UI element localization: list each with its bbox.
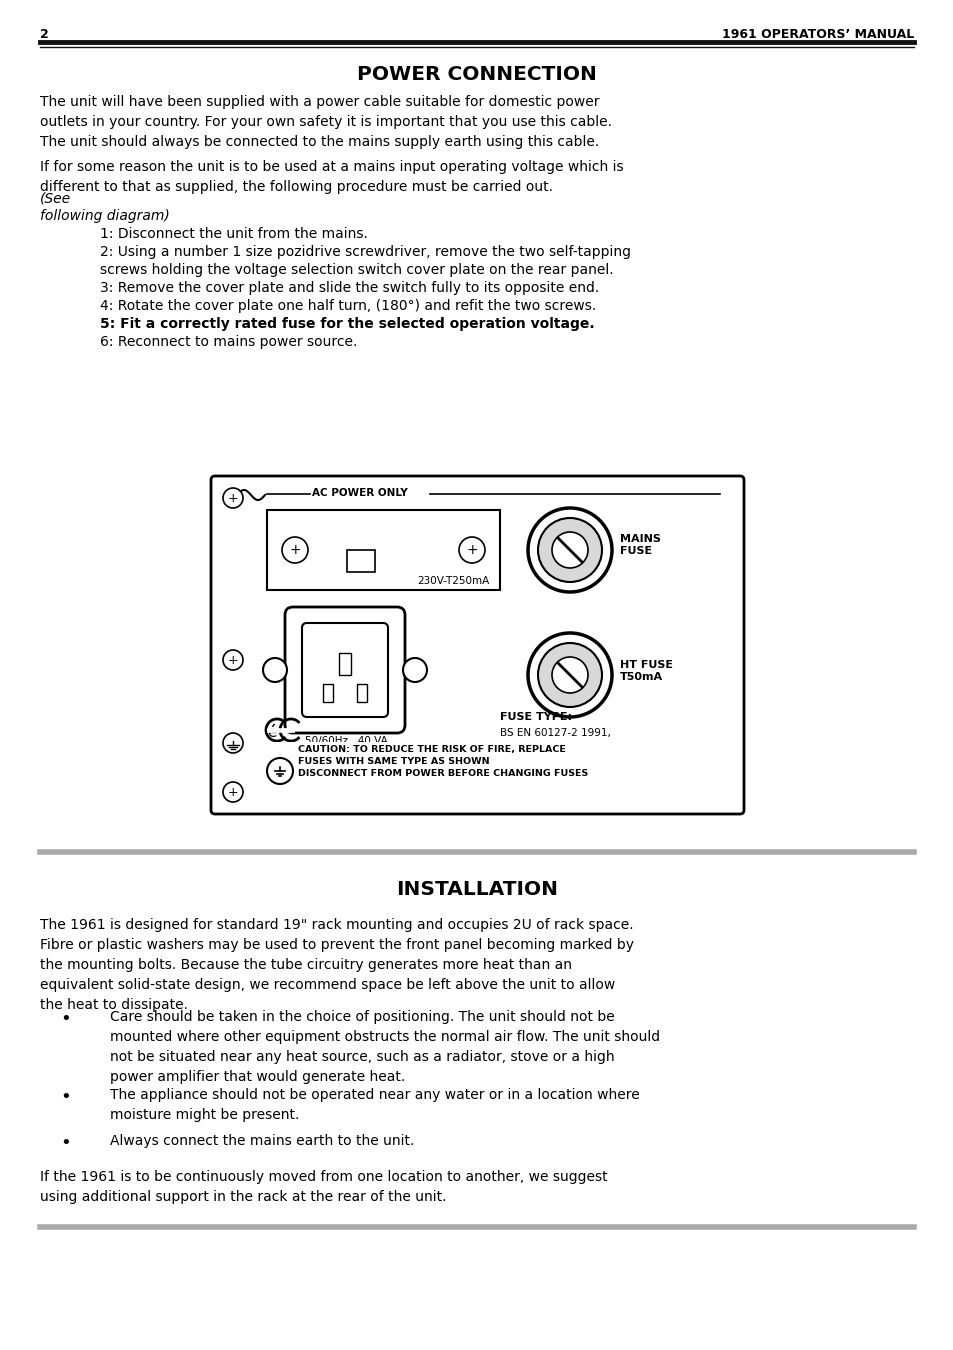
Text: The unit will have been supplied with a power cable suitable for domestic power
: The unit will have been supplied with a … (40, 95, 612, 148)
Text: MAINS
FUSE: MAINS FUSE (619, 533, 660, 556)
Bar (338, 653, 351, 675)
Text: 2: Using a number 1 size pozidrive screwdriver, remove the two self-tapping: 2: Using a number 1 size pozidrive screw… (100, 244, 630, 259)
Text: AC POWER ONLY: AC POWER ONLY (312, 487, 407, 498)
Bar (267, 510, 499, 590)
Text: SHEET III 20mm X 5mm: SHEET III 20mm X 5mm (499, 743, 622, 753)
Text: 50/60Hz   40 VA: 50/60Hz 40 VA (305, 736, 387, 747)
Text: +: + (228, 653, 238, 667)
Text: 5: Fit a correctly rated fuse for the selected operation voltage.: 5: Fit a correctly rated fuse for the se… (100, 317, 594, 331)
Text: 230V-T250mA: 230V-T250mA (417, 576, 490, 586)
Text: Always connect the mains earth to the unit.: Always connect the mains earth to the un… (110, 1134, 414, 1148)
Text: FUSE TYPE:: FUSE TYPE: (499, 711, 572, 722)
FancyBboxPatch shape (211, 477, 743, 814)
Circle shape (458, 537, 484, 563)
Text: screws holding the voltage selection switch cover plate on the rear panel.: screws holding the voltage selection swi… (100, 263, 613, 277)
FancyBboxPatch shape (302, 622, 388, 717)
Circle shape (552, 657, 587, 693)
Circle shape (282, 537, 308, 563)
Text: +: + (289, 543, 300, 558)
Text: 1: Disconnect the unit from the mains.: 1: Disconnect the unit from the mains. (100, 227, 368, 242)
Text: +: + (228, 491, 238, 505)
Text: 6: Reconnect to mains power source.: 6: Reconnect to mains power source. (100, 335, 357, 350)
Circle shape (537, 643, 601, 707)
Circle shape (527, 508, 612, 593)
Text: HT FUSE
T50mA: HT FUSE T50mA (619, 660, 672, 682)
Bar (254, 743, 729, 801)
Circle shape (537, 518, 601, 582)
Text: +: + (466, 543, 477, 558)
Circle shape (223, 782, 243, 802)
Bar (347, 549, 375, 572)
Text: BS EN 60127-2 1991,: BS EN 60127-2 1991, (499, 728, 610, 738)
Text: POWER CONNECTION: POWER CONNECTION (356, 65, 597, 84)
Text: +: + (228, 786, 238, 798)
Text: Care should be taken in the choice of positioning. The unit should not be
mounte: Care should be taken in the choice of po… (110, 1010, 659, 1084)
Text: If the 1961 is to be continuously moved from one location to another, we suggest: If the 1961 is to be continuously moved … (40, 1170, 607, 1204)
Text: 3: Remove the cover plate and slide the switch fully to its opposite end.: 3: Remove the cover plate and slide the … (100, 281, 598, 296)
Circle shape (552, 532, 587, 568)
Text: 2: 2 (40, 28, 49, 40)
Circle shape (263, 657, 287, 682)
Text: (See: (See (40, 192, 71, 207)
Circle shape (402, 657, 427, 682)
Text: •: • (60, 1088, 71, 1106)
Bar (323, 684, 333, 702)
Text: The 1961 is designed for standard 19" rack mounting and occupies 2U of rack spac: The 1961 is designed for standard 19" ra… (40, 918, 634, 1012)
Text: 4: Rotate the cover plate one half turn, (180°) and refit the two screws.: 4: Rotate the cover plate one half turn,… (100, 298, 596, 313)
Text: INSTALLATION: INSTALLATION (395, 880, 558, 899)
Text: •: • (60, 1010, 71, 1027)
Circle shape (223, 733, 243, 753)
Text: •: • (60, 1134, 71, 1152)
Text: following diagram): following diagram) (40, 209, 170, 223)
Circle shape (527, 633, 612, 717)
Circle shape (223, 487, 243, 508)
FancyBboxPatch shape (285, 608, 405, 733)
Text: 1961 OPERATORS’ MANUAL: 1961 OPERATORS’ MANUAL (721, 28, 913, 40)
Text: If for some reason the unit is to be used at a mains input operating voltage whi: If for some reason the unit is to be use… (40, 161, 623, 194)
Text: CAUTION: TO REDUCE THE RISK OF FIRE, REPLACE
FUSES WITH SAME TYPE AS SHOWN
DISCO: CAUTION: TO REDUCE THE RISK OF FIRE, REP… (297, 745, 588, 779)
Circle shape (267, 757, 293, 784)
Text: The appliance should not be operated near any water or in a location where
moist: The appliance should not be operated nea… (110, 1088, 639, 1122)
Bar (356, 684, 367, 702)
Circle shape (223, 649, 243, 670)
Text: é́: é́ (267, 725, 276, 740)
